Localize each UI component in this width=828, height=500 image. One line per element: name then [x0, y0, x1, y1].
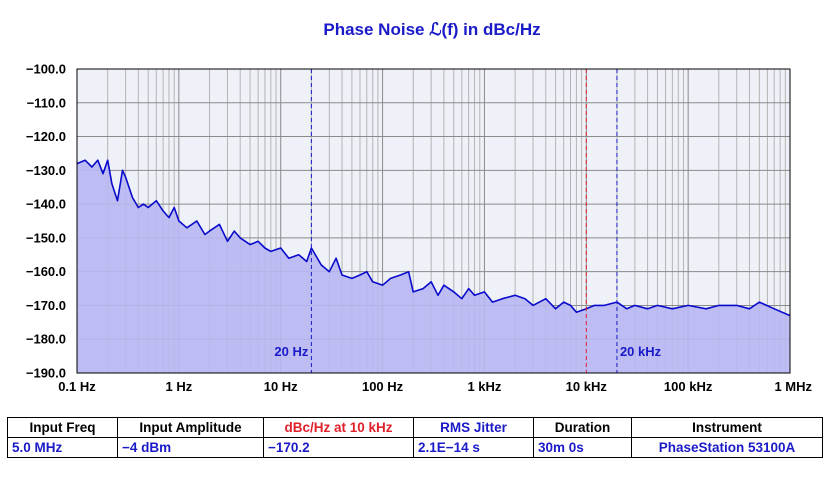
x-tick-label: 1 Hz: [165, 379, 192, 394]
marker-layer: 20 Hz 20 kHz: [274, 69, 662, 373]
header-input-freq: Input Freq: [7, 417, 118, 438]
y-tick-label: −150.0: [26, 230, 66, 245]
y-tick-label: −130.0: [26, 163, 66, 178]
value-duration: 30m 0s: [533, 437, 632, 458]
y-tick-label: −120.0: [26, 129, 66, 144]
phase-noise-chart: Phase Noise ℒ(f) in dBc/Hz 20 Hz 20 kHz −…: [26, 20, 813, 394]
series-area: [77, 160, 790, 373]
y-tick-label: −110.0: [27, 95, 66, 110]
y-tick-label: −170.0: [26, 298, 66, 313]
value-rms-jitter: 2.1E−14 s: [413, 437, 534, 458]
x-axis: 0.1 Hz 1 Hz 10 Hz 100 Hz 1 kHz 10 kHz 100 kHz 1…: [58, 379, 812, 394]
y-tick-label: −140.0: [26, 197, 66, 212]
y-tick-label: −180.0: [26, 332, 66, 347]
x-tick-label: 0.1 Hz: [58, 379, 96, 394]
y-axis: −100.0 −110.0 −120.0 −130.0 −140.0 −150.0 −160…: [26, 62, 66, 381]
info-header-row: Input Freq Input Amplitude dBc/Hz at 10 …: [7, 417, 823, 438]
x-tick-label: 1 MHz: [774, 379, 812, 394]
value-dbc-at-10khz: −170.2: [263, 437, 414, 458]
y-tick-label: −190.0: [26, 366, 66, 381]
y-tick-label: −160.0: [26, 264, 66, 279]
marker-label: 20 kHz: [620, 344, 662, 359]
header-instrument: Instrument: [631, 417, 823, 438]
header-dbc-at-10khz: dBc/Hz at 10 kHz: [263, 417, 414, 438]
x-tick-label: 100 Hz: [362, 379, 404, 394]
info-table: Input Freq Input Amplitude dBc/Hz at 10 …: [7, 417, 823, 458]
x-tick-label: 100 kHz: [664, 379, 713, 394]
marker-label: 20 Hz: [274, 344, 308, 359]
value-instrument: PhaseStation 53100A: [631, 437, 823, 458]
plot-frame: [76, 68, 791, 374]
x-tick-label: 10 Hz: [264, 379, 298, 394]
series-line: [76, 159, 791, 317]
x-tick-label: 1 kHz: [467, 379, 501, 394]
header-input-amplitude: Input Amplitude: [117, 417, 264, 438]
x-tick-label: 10 kHz: [566, 379, 608, 394]
info-value-row: 5.0 MHz −4 dBm −170.2 2.1E−14 s 30m 0s P…: [7, 437, 823, 458]
value-input-amplitude: −4 dBm: [117, 437, 264, 458]
y-tick-label: −100.0: [26, 62, 66, 77]
value-input-freq: 5.0 MHz: [7, 437, 118, 458]
header-duration: Duration: [533, 417, 632, 438]
header-rms-jitter: RMS Jitter: [413, 417, 534, 438]
chart-title: Phase Noise ℒ(f) in dBc/Hz: [323, 20, 540, 39]
series-layer: [76, 159, 791, 373]
